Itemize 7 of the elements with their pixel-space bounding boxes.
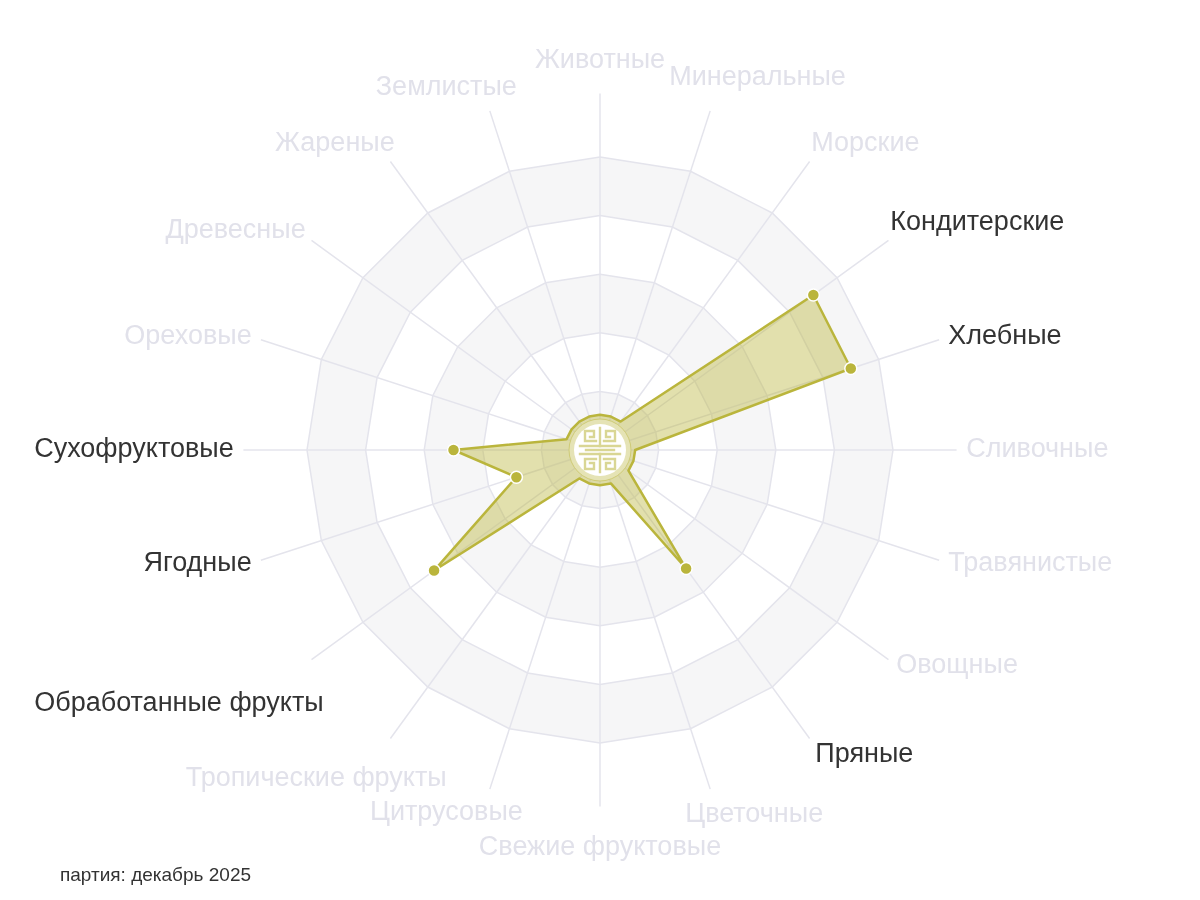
text: партия: декабрь 2025 (60, 864, 252, 886)
spoke-label: Ягодные (143, 546, 252, 577)
spoke-label: Сухофруктовые (34, 433, 234, 464)
spoke-label: Обработанные фрукты (34, 686, 324, 717)
spoke-label: Пряные (815, 737, 914, 768)
spoke-label: Кондитерские (890, 206, 1065, 237)
spoke-label: Хлебные (948, 320, 1062, 351)
